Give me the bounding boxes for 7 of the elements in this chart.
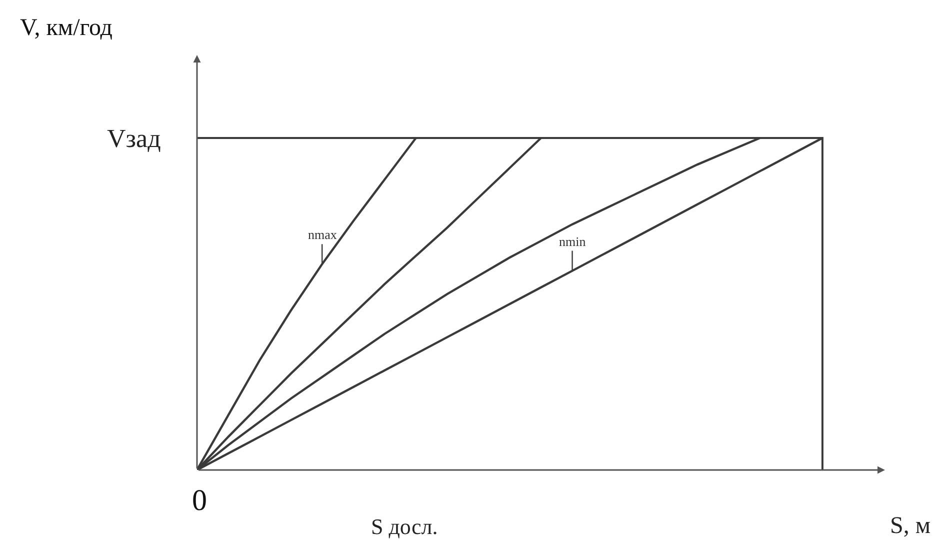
text: S досл.: [371, 514, 438, 539]
text: 0: [192, 484, 207, 517]
series-label: nmin: [559, 234, 586, 249]
ref-line-label: Vзад: [107, 124, 161, 153]
x-axis-title: S, м: [890, 513, 931, 539]
text: V, км/год: [20, 15, 113, 41]
series-label: nmax: [308, 227, 338, 242]
